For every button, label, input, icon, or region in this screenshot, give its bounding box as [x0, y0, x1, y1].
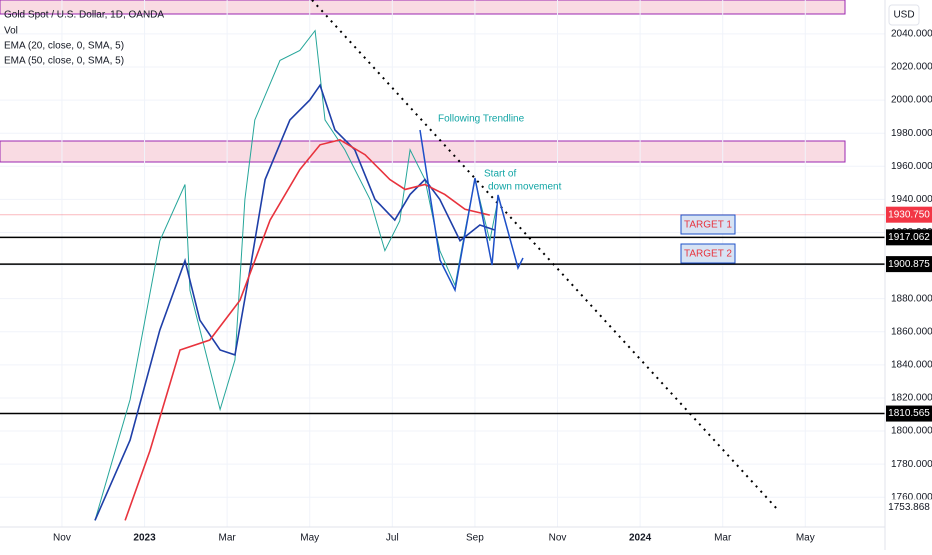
price-tag	[886, 206, 932, 223]
target-box	[680, 214, 736, 235]
x-tick-label: Nov	[549, 533, 567, 544]
target-box	[680, 243, 736, 264]
x-tick-label: Mar	[714, 533, 732, 544]
y-tick-label: 1960.000	[891, 161, 932, 172]
resistance-zone	[0, 140, 846, 163]
price-tag-label: 1753.868	[888, 502, 930, 513]
annotation: Start of	[484, 169, 516, 180]
x-tick-label: May	[796, 533, 815, 544]
x-tick-label: May	[300, 533, 319, 544]
y-tick-label: 1780.000	[891, 459, 932, 470]
series-line	[94, 83, 495, 521]
chart-title: Gold Spot / U.S. Dollar, 1D, OANDA	[4, 10, 164, 21]
price-tag-label: 1917.062	[888, 232, 930, 243]
price-tag-label: 1900.875	[888, 259, 930, 270]
price-tag	[886, 256, 932, 273]
y-tick-label: 1860.000	[891, 326, 932, 337]
y-tick-label: 1980.000	[891, 128, 932, 139]
x-tick-label: 2023	[133, 533, 156, 544]
x-tick-label: Jul	[386, 533, 399, 544]
currency-box[interactable]	[888, 4, 920, 26]
indicator-label: Vol	[4, 26, 18, 37]
price-tag	[886, 405, 932, 422]
price-tag-label: 1930.750	[888, 209, 930, 220]
indicator-label: EMA (50, close, 0, SMA, 5)	[4, 56, 124, 67]
x-tick-label: 2024	[629, 533, 652, 544]
trendline	[311, 0, 779, 511]
currency[interactable]: USD	[893, 10, 914, 21]
y-tick-label: 1840.000	[891, 359, 932, 370]
annotation: TARGET 2	[684, 249, 732, 260]
resistance-zone	[0, 0, 846, 15]
annotation: TARGET 1	[684, 220, 732, 231]
y-tick-label: 1760.000	[891, 492, 932, 503]
indicator-label: EMA (20, close, 0, SMA, 5)	[4, 41, 124, 52]
annotation: down movement	[488, 182, 562, 193]
y-tick-label: 1880.000	[891, 293, 932, 304]
x-tick-label: Nov	[53, 533, 71, 544]
y-tick-label: 1820.000	[891, 393, 932, 404]
x-tick-label: Sep	[466, 533, 484, 544]
annotation: Following Trendline	[438, 114, 525, 125]
y-tick-label: 1940.000	[891, 194, 932, 205]
x-tick-label: Mar	[219, 533, 237, 544]
y-tick-label: 2020.000	[891, 62, 932, 73]
y-tick-label: 1800.000	[891, 426, 932, 437]
price-tag-label: 1810.565	[888, 408, 930, 419]
y-tick-label: 2040.000	[891, 29, 932, 40]
y-tick-label: 2000.000	[891, 95, 932, 106]
price-tag	[886, 499, 932, 516]
price-tag	[886, 229, 932, 246]
series-line	[124, 138, 490, 521]
projection-path	[419, 129, 524, 293]
